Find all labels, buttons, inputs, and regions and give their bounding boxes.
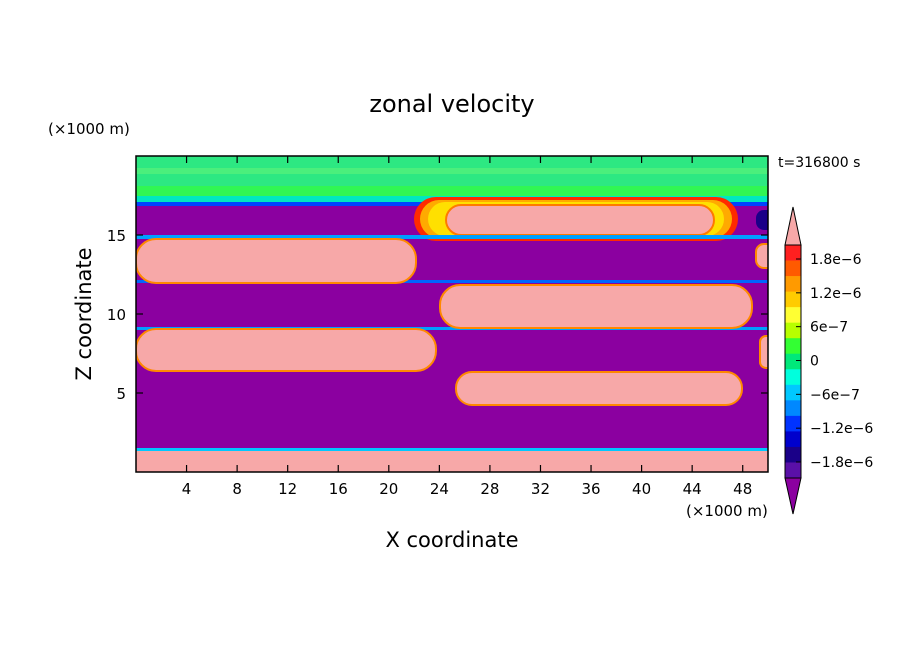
- separator-band-15: [136, 235, 768, 239]
- positive-cell-left-mid: [136, 328, 437, 372]
- colorbar-frame: [784, 244, 802, 479]
- x-tick-label: 48: [733, 480, 752, 498]
- x-axis-label: X coordinate: [385, 528, 518, 552]
- colorbar-label: 6e−7: [810, 320, 848, 336]
- x-tick-label: 24: [430, 480, 449, 498]
- x-tick-label: 40: [632, 480, 651, 498]
- x-tick-label: 8: [232, 480, 242, 498]
- colorbar-label: 0: [810, 354, 819, 370]
- colorbar-segment: [785, 276, 801, 292]
- positive-cell-right-low: [455, 371, 743, 406]
- edge-cell-right-2: [755, 243, 768, 269]
- colorbar-segment: [785, 307, 801, 324]
- positive-cell-right-mid: [439, 284, 753, 329]
- x-tick-label: 4: [182, 480, 192, 498]
- colorbar-segment: [785, 338, 801, 355]
- time-label: t=316800 s: [778, 155, 860, 171]
- separator-band-12: [136, 280, 768, 283]
- x-tick-label: 28: [480, 480, 499, 498]
- y-tick-label: 15: [107, 227, 126, 245]
- colorbar-label: 1.8e−6: [810, 252, 862, 268]
- y-unit-label: (×1000 m): [48, 120, 130, 138]
- positive-cell-upper-right: [445, 204, 715, 236]
- x-tick-label: 32: [531, 480, 550, 498]
- x-tick-label: 16: [329, 480, 348, 498]
- colorbar-segment: [785, 462, 801, 479]
- colorbar-segment: [785, 322, 801, 339]
- y-axis-label: Z coordinate: [72, 247, 96, 380]
- colorbar-bottom-extension: [784, 477, 802, 515]
- bottom-band-edge: [136, 448, 768, 452]
- colorbar-segment: [785, 291, 801, 308]
- colorbar-label: −6e−7: [810, 387, 860, 403]
- edge-cell-right-1: [756, 210, 768, 230]
- colorbar-label: 1.2e−6: [810, 286, 862, 302]
- chart-title: zonal velocity: [369, 90, 534, 118]
- separator-band-9: [136, 327, 768, 330]
- colorbar: 1.8e−6 1.2e−6 6e−7 0 −6e−7 −1.2e−6 −1.8e−6: [784, 206, 873, 515]
- plot-area: [136, 156, 768, 472]
- top-band-light-stripe: [136, 168, 768, 174]
- y-tick-label: 5: [116, 385, 126, 403]
- positive-cell-left-top: [136, 238, 417, 284]
- colorbar-segment: [785, 446, 801, 463]
- top-band-green-stripe: [136, 186, 768, 196]
- colorbar-segment: [785, 431, 801, 448]
- colorbar-segment: [785, 369, 801, 386]
- x-tick-label: 36: [581, 480, 600, 498]
- colorbar-segment: [785, 384, 801, 401]
- positive-bottom-band: [136, 451, 768, 472]
- colorbar-top-extension: [784, 206, 802, 246]
- x-tick-label: 44: [683, 480, 702, 498]
- x-tick-label: 12: [278, 480, 297, 498]
- colorbar-segment: [785, 400, 801, 417]
- colorbar-segment: [785, 353, 801, 370]
- x-axis-ticks: 4 8 12 16 20 24 28 32 36 40 44 48: [182, 156, 752, 498]
- x-unit-label: (×1000 m): [686, 502, 768, 520]
- colorbar-segment: [785, 260, 801, 277]
- colorbar-segment: [785, 245, 801, 261]
- x-tick-label: 20: [379, 480, 398, 498]
- colorbar-label: −1.8e−6: [810, 455, 873, 471]
- edge-cell-right-3: [759, 335, 768, 369]
- colorbar-segment: [785, 415, 801, 432]
- colorbar-label: −1.2e−6: [810, 421, 873, 437]
- y-tick-label: 10: [107, 306, 126, 324]
- y-axis-ticks: 5 10 15: [107, 227, 768, 403]
